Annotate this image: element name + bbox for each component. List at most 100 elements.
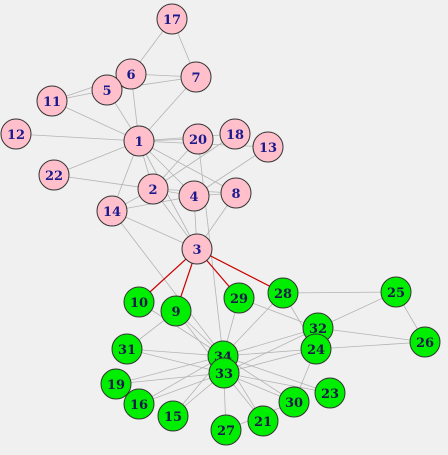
edge-19-33 — [115, 372, 225, 385]
node-label: 12 — [7, 128, 25, 143]
node-label: 5 — [102, 84, 111, 99]
edge-2-18 — [152, 133, 236, 190]
node-label: 19 — [107, 378, 125, 393]
node-28[interactable]: 28 — [267, 277, 299, 309]
node-10[interactable]: 10 — [123, 286, 155, 318]
node-circle — [247, 405, 279, 437]
bridge-edge-3-28 — [196, 248, 284, 294]
node-circle — [157, 400, 189, 432]
node-4[interactable]: 4 — [178, 180, 210, 212]
node-label: 24 — [307, 343, 325, 358]
node-circle — [409, 326, 441, 358]
node-24[interactable]: 24 — [300, 333, 332, 365]
node-label: 9 — [171, 305, 180, 320]
node-circle — [100, 368, 132, 400]
node-5[interactable]: 5 — [91, 74, 123, 106]
node-circle — [38, 159, 70, 191]
node-3[interactable]: 3 — [181, 233, 213, 265]
node-circle — [267, 277, 299, 309]
node-label: 32 — [309, 322, 327, 337]
node-label: 20 — [189, 133, 207, 148]
node-circle — [123, 388, 155, 420]
edge-24-26 — [315, 341, 426, 350]
edge-23-33 — [223, 372, 331, 394]
node-label: 21 — [254, 415, 272, 430]
node-label: 6 — [126, 68, 135, 83]
node-label: 23 — [321, 387, 339, 402]
node-label: 3 — [192, 243, 201, 258]
node-label: 26 — [416, 336, 434, 351]
edge-16-34 — [138, 355, 224, 405]
node-9[interactable]: 9 — [160, 295, 192, 327]
edge-32-34 — [222, 327, 319, 357]
node-label: 18 — [226, 128, 244, 143]
node-label: 7 — [191, 71, 200, 86]
node-circle — [223, 282, 255, 314]
edge-2-22 — [53, 174, 154, 190]
node-33[interactable]: 33 — [208, 357, 240, 389]
node-21[interactable]: 21 — [247, 405, 279, 437]
node-8[interactable]: 8 — [220, 177, 252, 209]
edge-31-34 — [126, 348, 224, 357]
node-26[interactable]: 26 — [409, 326, 441, 358]
node-29[interactable]: 29 — [223, 282, 255, 314]
node-circle — [111, 333, 143, 365]
node-18[interactable]: 18 — [219, 118, 251, 150]
node-circle — [0, 118, 32, 150]
node-circle — [96, 195, 128, 227]
node-15[interactable]: 15 — [157, 400, 189, 432]
node-6[interactable]: 6 — [115, 58, 147, 90]
edge-14-34 — [111, 210, 224, 357]
node-label: 17 — [163, 13, 181, 28]
node-11[interactable]: 11 — [36, 85, 68, 117]
node-circle — [220, 177, 252, 209]
node-circle — [137, 173, 169, 205]
node-25[interactable]: 25 — [380, 276, 412, 308]
node-16[interactable]: 16 — [123, 388, 155, 420]
node-label: 25 — [387, 286, 405, 301]
node-23[interactable]: 23 — [314, 377, 346, 409]
edge-1-12 — [15, 133, 140, 142]
edge-1-8 — [138, 140, 237, 194]
edge-1-3 — [138, 140, 198, 250]
node-label: 16 — [130, 398, 148, 413]
node-circle — [180, 61, 212, 93]
node-circle — [181, 233, 213, 265]
node-19[interactable]: 19 — [100, 368, 132, 400]
node-2[interactable]: 2 — [137, 173, 169, 205]
node-circle — [252, 131, 284, 163]
node-14[interactable]: 14 — [96, 195, 128, 227]
node-30[interactable]: 30 — [278, 386, 310, 418]
node-label: 11 — [43, 95, 61, 110]
node-22[interactable]: 22 — [38, 159, 70, 191]
node-27[interactable]: 27 — [210, 414, 242, 446]
node-label: 30 — [285, 396, 303, 411]
node-label: 31 — [118, 343, 136, 358]
node-1[interactable]: 1 — [123, 125, 155, 157]
node-label: 13 — [259, 141, 277, 156]
node-label: 15 — [164, 410, 182, 425]
node-7[interactable]: 7 — [180, 61, 212, 93]
node-17[interactable]: 17 — [156, 3, 188, 35]
edge-26-32 — [317, 327, 426, 343]
node-label: 2 — [148, 183, 157, 198]
edge-25-28 — [282, 291, 397, 294]
edge-23-34 — [222, 355, 331, 394]
edge-10-34 — [138, 301, 224, 357]
edge-24-33 — [223, 348, 317, 374]
node-circle — [36, 85, 68, 117]
node-13[interactable]: 13 — [252, 131, 284, 163]
node-label: 1 — [134, 135, 143, 150]
node-31[interactable]: 31 — [111, 333, 143, 365]
node-20[interactable]: 20 — [182, 123, 214, 155]
node-label: 10 — [130, 296, 148, 311]
node-circle — [314, 377, 346, 409]
node-label: 14 — [103, 205, 121, 220]
edge-32-33 — [223, 327, 319, 374]
node-circle — [123, 125, 155, 157]
edge-19-34 — [115, 355, 224, 385]
node-12[interactable]: 12 — [0, 118, 32, 150]
node-circle — [210, 414, 242, 446]
